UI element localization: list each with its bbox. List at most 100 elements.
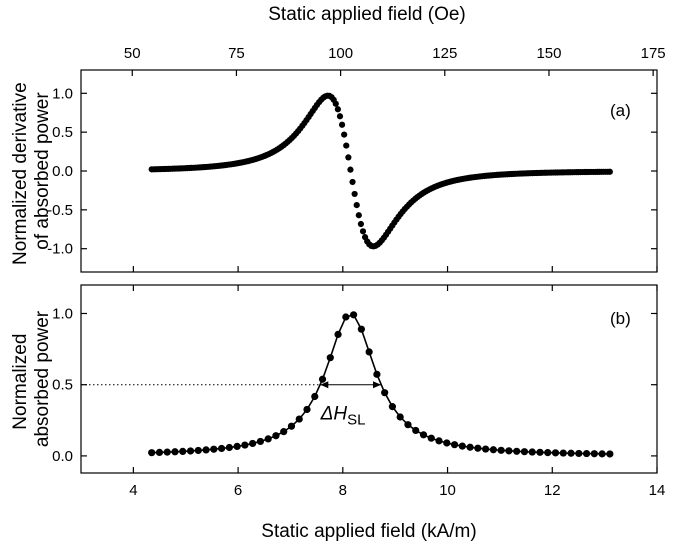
panel-b-point (163, 448, 171, 456)
bottom-axis-title: Static applied field (kA/m) (261, 521, 476, 542)
panel-b-point (419, 431, 428, 439)
linewidth-annotation: ΔHSL (320, 404, 366, 429)
panel-b-point (404, 421, 412, 429)
panel-b-y-tick-label: 0.0 (52, 448, 73, 465)
panel-b-ylabel-line2: absorbed power (32, 310, 53, 447)
panel-a-y-ticks: 1.0 0.5 0.0 -0.5 -1.0 (47, 85, 657, 258)
panel-b-x-tick-label: 4 (129, 482, 137, 499)
panel-b-label: (b) (610, 309, 631, 328)
panel-a-point (606, 168, 613, 175)
linewidth-annotation-sub: SL (347, 412, 365, 429)
panel-a-point (343, 142, 350, 149)
panel-a-point (338, 121, 346, 128)
panel-a-label: (a) (610, 101, 631, 120)
panel-b-point (482, 445, 490, 453)
panel-b-point (373, 370, 381, 378)
panel-a-y-tick-label: 0.0 (52, 163, 73, 180)
panel-a-point (353, 202, 360, 209)
panel-b-point (412, 426, 420, 435)
panel-b-point (287, 422, 296, 430)
top-axis-tick-label: 125 (432, 45, 457, 62)
panel-b-point (544, 449, 552, 457)
panel-b-point (280, 428, 288, 436)
top-axis-title: Static applied field (Oe) (268, 4, 466, 25)
panel-b-point (513, 447, 521, 455)
panel-b-point (264, 435, 272, 443)
panel-b-point (559, 449, 567, 457)
panel-b-point (427, 434, 435, 442)
panel-b-point (303, 405, 311, 414)
panel-b: 1.0 0.5 0.0 4 6 8 10 12 14 ΔHSL (b) Normalized … (10, 284, 665, 499)
panel-b-point (575, 449, 583, 458)
panel-b-y-ticks: 1.0 0.5 0.0 (52, 305, 657, 465)
panel-b-y-tick-label: 0.5 (52, 377, 73, 394)
panel-b-point (520, 448, 529, 456)
linewidth-arrow (320, 381, 382, 389)
panel-a-point (355, 212, 362, 219)
panel-b-point (590, 450, 598, 458)
panel-a-point (332, 100, 339, 107)
panel-b-point (334, 330, 342, 339)
panel-b-point (249, 439, 257, 448)
panel-b-point (396, 413, 404, 421)
panel-b-point (528, 448, 536, 456)
panel-b-point (241, 441, 249, 449)
panel-a-data-points (148, 92, 613, 250)
panel-b-point (388, 403, 397, 411)
top-axis-ticks: 50 75 100 125 150 175 (124, 45, 666, 76)
panel-b-x-tick-label: 12 (544, 482, 561, 499)
panel-b-point (381, 389, 389, 397)
panel-a-point (334, 106, 341, 113)
panel-a: 50 75 100 125 150 175 1.0 0.5 0.0 -0.5 -1.0 (a) N… (10, 45, 666, 273)
top-axis-tick-label: 100 (328, 45, 353, 62)
panel-a-x-ticks (132, 266, 658, 272)
panel-b-point (225, 443, 233, 452)
panel-b-x-tick-label: 14 (649, 482, 666, 499)
panel-a-y-tick-label: -1.0 (47, 241, 73, 258)
panel-b-point (179, 447, 187, 455)
panel-b-x-tick-label: 10 (439, 482, 456, 499)
panel-a-ylabel-line1: Normalized derivative (10, 82, 31, 265)
panel-b-point (256, 437, 265, 446)
panel-b-point (505, 447, 513, 455)
panel-a-point (349, 178, 356, 186)
panel-b-x-ticks: 4 6 8 10 12 14 (129, 285, 665, 499)
panel-b-point (311, 392, 319, 401)
panel-b-data-points (148, 311, 614, 458)
panel-b-point (350, 311, 358, 319)
panel-b-point (466, 443, 474, 451)
panel-b-point (598, 450, 606, 458)
panel-a-point (341, 131, 348, 138)
panel-b-point (295, 415, 303, 423)
top-axis-tick-label: 50 (124, 45, 141, 62)
top-axis-tick-label: 75 (228, 45, 245, 62)
panel-b-point (233, 442, 241, 451)
top-axis-tick-label: 175 (641, 45, 666, 62)
panel-a-y-tick-label: 0.5 (52, 124, 73, 141)
panel-b-point (186, 447, 195, 455)
linewidth-annotation-main: ΔH (320, 404, 348, 425)
panel-a-y-tick-label: 1.0 (52, 85, 73, 102)
panel-b-x-tick-label: 6 (234, 482, 242, 499)
panel-a-point (345, 154, 352, 161)
panel-b-point (357, 325, 365, 333)
panel-b-point (497, 446, 505, 454)
panel-b-point (489, 446, 497, 454)
panel-b-point (217, 444, 226, 453)
panel-a-point (351, 190, 358, 198)
panel-a-point (336, 113, 344, 120)
panel-b-point (272, 432, 280, 440)
panel-b-y-tick-label: 1.0 (52, 305, 73, 322)
panel-a-ylabel: Normalized derivative of absorbed power (10, 77, 53, 265)
panel-b-point (318, 375, 327, 383)
panel-b-frame (80, 284, 658, 474)
panel-b-point (474, 444, 482, 452)
panel-b-x-tick-label: 8 (339, 482, 347, 499)
panel-b-point (536, 448, 544, 456)
panel-b-point (210, 445, 218, 453)
panel-b-point (342, 313, 350, 321)
panel-b-ylabel-line1: Normalized (10, 334, 31, 430)
panel-b-point (202, 446, 210, 454)
linewidth-arrow-right-head (373, 381, 382, 389)
